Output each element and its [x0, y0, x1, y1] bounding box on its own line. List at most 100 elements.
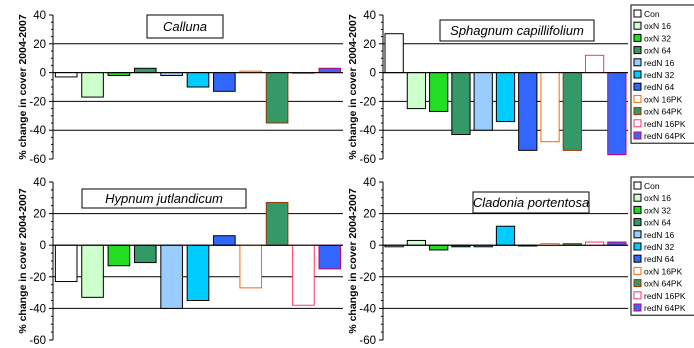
legend-swatch-oxn-16pk [633, 94, 642, 103]
bar-con [54, 72, 78, 78]
y-tick-label: -20 [29, 272, 46, 284]
legend-swatch-oxn-32 [633, 33, 642, 42]
y-tick-label: 0 [40, 240, 46, 252]
legend-swatch-oxn-64pk [633, 279, 642, 288]
legend-label-redn-64pk: redN 64PK [644, 131, 686, 141]
chart-svg: 40 20 0 -20 -40 -60% change in cover 2004-200… [17, 177, 343, 347]
legend-label-oxn-16: oxN 16 [644, 21, 671, 31]
legend-label-redn-16: redN 16 [644, 58, 675, 68]
bar-redn-32 [495, 225, 516, 246]
y-tick-label: -60 [359, 154, 376, 166]
legend-label-redn-32: redN 32 [644, 242, 675, 252]
bar-redn-64 [213, 72, 236, 92]
bar-redn-32 [495, 72, 516, 123]
y-axis-label: % change in cover 2004-2007 [347, 14, 359, 159]
bar-redn-64pk [318, 244, 342, 270]
y-tick-label: -60 [359, 335, 376, 347]
legend: Con oxN 16 oxN 32 oxN 64 redN 16 redN 32 redN … [630, 176, 694, 316]
legend-label-con: Con [644, 9, 660, 19]
chart-title-box [81, 188, 247, 209]
bar-redn-16pk [292, 244, 315, 306]
y-axis-label: % change in cover 2004-2007 [17, 188, 29, 333]
legend-swatch-oxn-16pk [633, 266, 642, 275]
legend-label-redn-32: redN 32 [644, 70, 675, 80]
legend-swatch-oxn-16 [633, 21, 642, 30]
y-tick-label: 40 [363, 10, 376, 22]
y-tick-label: 40 [33, 177, 46, 189]
chart-panel-sphagnum: 40 20 0 -20 -40 -60% change in cover 2004-200… [345, 0, 694, 174]
y-tick-label: 20 [363, 209, 376, 221]
bar-oxn-64pk [265, 72, 289, 124]
chart-svg: 40 20 0 -20 -40 -60% change in cover 2004-200… [347, 4, 694, 166]
chart-title-box [439, 19, 595, 42]
chart-title: Sphagnum capillifolium [450, 23, 584, 38]
y-tick-label: -40 [359, 303, 376, 315]
chart-svg: 40 20 0 -20 -40 -60% change in cover 2004-200… [347, 176, 694, 347]
bar-con [54, 244, 78, 283]
legend-swatch-oxn-64 [633, 46, 642, 55]
chart-panel-calluna: 40 20 0 -20 -40 -60% change in cover 2004-200… [0, 0, 345, 174]
legend-label-redn-16: redN 16 [644, 230, 675, 240]
y-tick-label: 0 [40, 68, 46, 80]
legend-label-redn-16pk: redN 16PK [644, 291, 686, 301]
y-tick-label: 20 [33, 39, 46, 51]
legend-label-oxn-64: oxN 64 [644, 218, 671, 228]
bar-oxn-32 [107, 244, 131, 267]
bar-oxn-64 [133, 67, 157, 74]
legend-label-oxn-16pk: oxN 16PK [644, 94, 683, 104]
y-tick-label: -20 [29, 96, 46, 108]
y-tick-label: -20 [359, 96, 376, 108]
bar-redn-16 [160, 244, 183, 309]
y-tick-label: -40 [29, 125, 46, 137]
legend-label-oxn-64: oxN 64 [644, 46, 671, 56]
chart-title: Cladonia portentosa [473, 195, 589, 210]
bar-redn-64 [213, 235, 236, 246]
bar-oxn-64 [451, 72, 471, 136]
bar-redn-16 [473, 72, 493, 131]
y-axis-label: % change in cover 2004-2007 [17, 14, 29, 159]
y-tick-label: 20 [33, 209, 46, 221]
legend-label-redn-64pk: redN 64PK [644, 303, 686, 313]
chart-title-box [146, 14, 224, 39]
legend-swatch-con [633, 9, 642, 18]
legend-label-oxn-32: oxN 32 [644, 33, 671, 43]
bar-oxn-16 [81, 72, 104, 98]
y-tick-label: 40 [33, 10, 46, 22]
y-tick-label: -40 [29, 303, 46, 315]
chart-title: Calluna [163, 19, 207, 34]
legend-swatch-redn-16 [633, 58, 642, 67]
legend-swatch-redn-64 [633, 82, 642, 91]
bar-oxn-32 [429, 244, 449, 251]
bar-oxn-64pk [265, 202, 289, 246]
legend-swatch-redn-16pk [633, 291, 642, 300]
legend: Con oxN 16 oxN 32 oxN 64 redN 16 redN 32 redN … [630, 4, 694, 144]
legend-swatch-oxn-16 [633, 193, 642, 202]
legend-swatch-redn-64 [633, 254, 642, 263]
y-axis-label: % change in cover 2004-2007 [347, 188, 359, 333]
legend-label-oxn-16pk: oxN 16PK [644, 266, 683, 276]
bar-oxn-64pk [562, 72, 582, 151]
y-tick-label: -20 [359, 272, 376, 284]
legend-swatch-oxn-64pk [633, 107, 642, 116]
legend-swatch-redn-64pk [633, 303, 642, 312]
bar-oxn-64 [133, 244, 157, 264]
bar-redn-32 [186, 72, 210, 88]
y-tick-label: -40 [359, 125, 376, 137]
chart-panel-hypnum: 40 20 0 -20 -40 -60% change in cover 2004-200… [0, 174, 345, 348]
legend-swatch-redn-32 [633, 242, 642, 251]
chart-panel-cladonia: 40 20 0 -20 -40 -60% change in cover 2004-200… [345, 174, 694, 348]
bar-oxn-16pk [239, 244, 263, 289]
bar-redn-32 [186, 244, 210, 301]
bar-redn-16pk [584, 54, 605, 74]
legend-label-oxn-64pk: oxN 64PK [644, 107, 683, 117]
y-tick-label: -60 [29, 154, 46, 166]
legend-label-con: Con [644, 181, 660, 191]
legend-label-redn-16pk: redN 16PK [644, 119, 686, 129]
bar-con [384, 33, 404, 74]
legend-swatch-oxn-64 [633, 218, 642, 227]
legend-swatch-redn-32 [633, 70, 642, 79]
bar-oxn-32 [429, 72, 449, 112]
bar-redn-64pk [318, 67, 342, 74]
bar-oxn-16pk [540, 72, 560, 143]
legend-swatch-oxn-32 [633, 205, 642, 214]
